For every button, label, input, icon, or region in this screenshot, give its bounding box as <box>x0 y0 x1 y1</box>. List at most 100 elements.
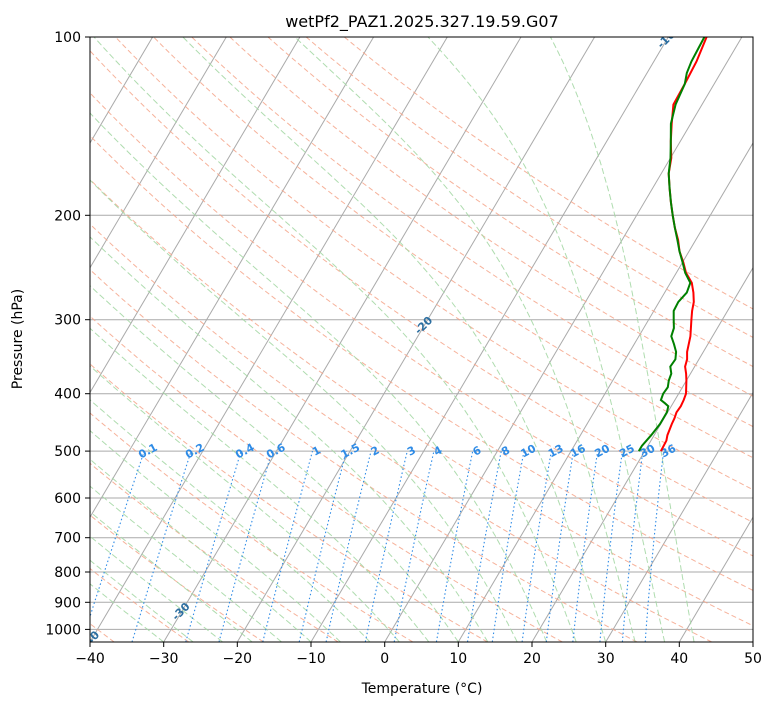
moist-adiabat <box>90 112 548 642</box>
isotherm-line <box>90 37 301 394</box>
moist-adiabat <box>90 179 518 642</box>
y-tick-label: 300 <box>54 313 81 329</box>
isotherm-line <box>752 641 753 642</box>
mixing-ratio-line <box>218 450 273 642</box>
moist-adiabat <box>90 399 371 642</box>
x-tick-label: 20 <box>523 651 541 667</box>
dry-adiabat-label: -10 <box>655 28 678 51</box>
x-tick-label: 50 <box>744 651 762 667</box>
mixing-ratio-line <box>491 450 525 642</box>
y-tick-label: 200 <box>54 208 81 224</box>
mixing-ratio-line <box>572 451 599 642</box>
isotherm-line <box>90 37 448 642</box>
dry-adiabat <box>90 514 264 642</box>
x-tick-label: −10 <box>296 651 326 667</box>
moist-adiabat <box>90 485 282 642</box>
x-tick-label: 0 <box>380 651 389 667</box>
y-axis-label: Pressure (hPa) <box>10 289 26 389</box>
dry-adiabat <box>305 37 753 338</box>
dry-adiabat <box>90 223 712 642</box>
dry-adiabat <box>90 92 753 557</box>
y-tick-label: 100 <box>54 30 81 46</box>
mixing-ratio-line <box>131 450 192 642</box>
mixing-ratio-line <box>545 451 574 642</box>
dry-adiabat <box>90 135 753 591</box>
mixing-ratio-label: 20 <box>592 442 612 461</box>
isotherm-line <box>605 391 753 642</box>
mixing-ratio-line <box>521 451 552 642</box>
moist-adiabat <box>90 535 223 642</box>
moist-adiabat <box>427 37 666 642</box>
moist-adiabat <box>90 236 489 642</box>
y-tick-label: 700 <box>54 531 81 547</box>
mixing-ratio-line <box>325 450 372 642</box>
isotherm-line <box>531 266 753 642</box>
mixing-ratio-line <box>599 451 623 642</box>
x-tick-label: −40 <box>75 651 105 667</box>
mixing-ratio-label: 10 <box>519 442 539 461</box>
x-tick-label: −30 <box>149 651 179 667</box>
moist-adiabat <box>90 327 430 642</box>
mixing-ratio-line <box>393 450 435 642</box>
x-tick-label: 40 <box>670 651 688 667</box>
dry-adiabat <box>90 567 190 642</box>
y-tick-label: 600 <box>54 491 81 507</box>
isotherm-line <box>457 142 753 642</box>
dry-adiabat-label: 0 <box>749 4 764 19</box>
x-tick-label: 30 <box>597 651 615 667</box>
dry-adiabat <box>191 37 753 428</box>
moist-adiabat <box>90 583 164 642</box>
dry-adiabat <box>229 37 753 397</box>
mixing-ratio-line <box>298 450 347 642</box>
isotherm-line <box>90 37 227 269</box>
isotherm-line <box>678 516 753 642</box>
y-tick-label: 900 <box>54 595 81 611</box>
mixing-ratio-label: 13 <box>546 442 566 461</box>
mixing-ratio-line <box>466 450 502 642</box>
dry-adiabat-label: -20 <box>412 314 435 337</box>
moist-adiabat <box>182 37 607 642</box>
dry-adiabat <box>90 50 753 523</box>
mixing-ratio-label: 1.5 <box>339 441 362 462</box>
moist-adiabat <box>90 458 312 642</box>
moist-adiabat <box>550 37 695 642</box>
mixing-ratio-label: 0.6 <box>264 441 288 462</box>
x-axis-label: Temperature (°C) <box>361 681 483 697</box>
mixing-ratio-line <box>364 450 408 642</box>
mixing-ratio-label: 0.4 <box>233 441 257 462</box>
moist-adiabat <box>90 365 400 642</box>
dry-adiabat <box>90 178 753 627</box>
moist-adiabat <box>90 511 253 642</box>
mixing-ratio-line <box>90 450 145 619</box>
dry-adiabat <box>115 37 753 491</box>
y-tick-label: 1000 <box>45 622 81 638</box>
isotherm-line <box>236 37 596 642</box>
mixing-ratio-label: 0.1 <box>136 441 159 462</box>
isotherm-line <box>0 37 5 642</box>
mixing-ratio-line <box>262 450 314 642</box>
isotherm-line <box>384 37 743 642</box>
isotherm-line <box>90 37 375 519</box>
moist-adiabat <box>90 559 194 642</box>
mixing-ratio-label: 16 <box>568 442 588 461</box>
mixing-ratio-line <box>621 451 644 642</box>
dry-adiabat <box>90 315 563 642</box>
y-tick-label: 400 <box>54 387 81 403</box>
dry-adiabat-label: -40 <box>79 628 102 651</box>
isotherm-line <box>90 37 154 144</box>
moist-adiabat <box>294 37 636 642</box>
moist-adiabat <box>90 284 459 642</box>
dry-adiabat <box>267 37 753 368</box>
dry-adiabat <box>153 37 753 459</box>
chart-title: wetPf2_PAZ1.2025.327.19.59.G07 <box>285 12 559 32</box>
x-tick-label: −20 <box>223 651 253 667</box>
isotherm-line <box>163 37 522 642</box>
mixing-ratio-line <box>435 450 474 642</box>
y-tick-label: 800 <box>54 565 81 581</box>
mixing-ratio-line <box>185 450 242 642</box>
mixing-ratio-label: 25 <box>617 442 637 461</box>
dry-adiabat-label: -50 <box>4 630 27 653</box>
dry-adiabat <box>90 363 488 642</box>
